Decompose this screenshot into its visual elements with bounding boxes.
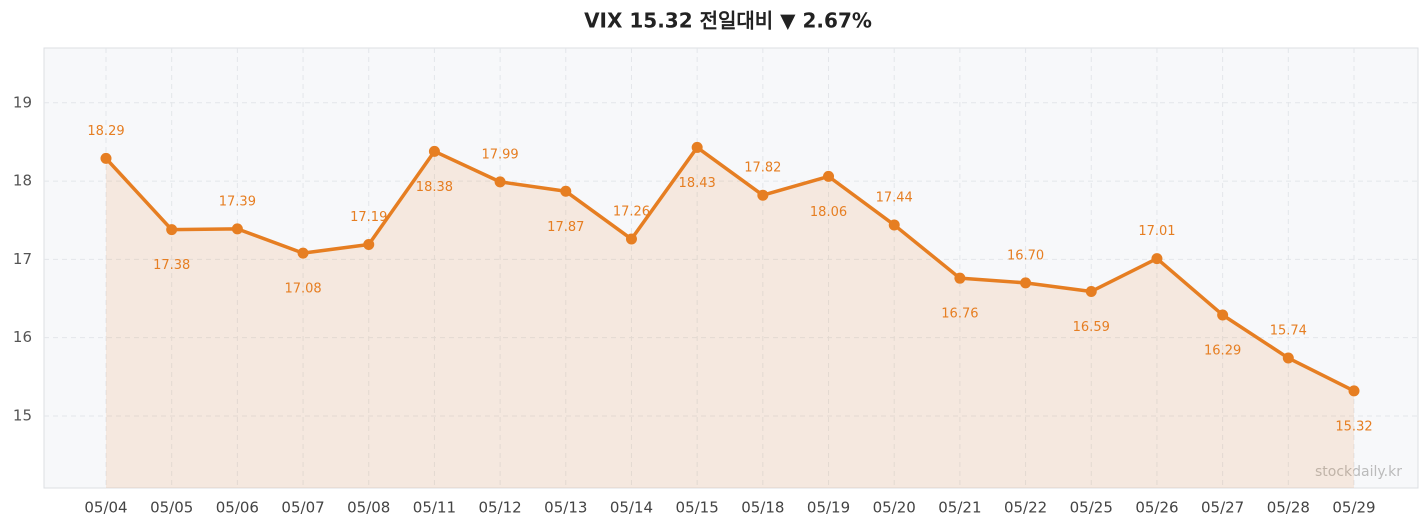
point — [823, 170, 835, 182]
x-tick-label: 05/04 — [84, 499, 127, 517]
point — [1085, 285, 1097, 297]
point — [757, 189, 769, 201]
x-tick-label: 05/08 — [347, 499, 390, 517]
y-tick-label: 15 — [13, 406, 32, 424]
point — [1151, 253, 1163, 265]
value-label: 17.39 — [219, 194, 256, 209]
value-label: 17.19 — [350, 210, 387, 225]
chart-title: VIX 15.32 전일대비 ▼ 2.67% — [584, 9, 872, 33]
point — [100, 152, 112, 164]
x-tick-label: 05/29 — [1332, 499, 1375, 517]
point — [625, 233, 637, 245]
x-tick-label: 05/12 — [478, 499, 521, 517]
y-tick-label: 18 — [13, 172, 32, 190]
point — [691, 141, 703, 153]
x-tick-label: 05/07 — [281, 499, 324, 517]
point — [494, 176, 506, 188]
value-label: 18.06 — [810, 205, 847, 220]
value-label: 17.44 — [876, 190, 913, 205]
value-label: 15.74 — [1270, 324, 1307, 339]
value-label: 16.76 — [941, 307, 978, 322]
value-label: 17.08 — [284, 282, 321, 297]
y-tick-label: 19 — [13, 93, 32, 111]
point — [954, 272, 966, 284]
value-label: 18.43 — [679, 176, 716, 191]
x-tick-label: 05/13 — [544, 499, 587, 517]
value-label: 18.29 — [87, 124, 124, 139]
x-tick-label: 05/06 — [216, 499, 259, 517]
point — [1020, 277, 1032, 289]
line — [104, 145, 1355, 393]
point — [363, 239, 375, 251]
point — [1217, 309, 1229, 321]
x-tick-label: 05/21 — [938, 499, 981, 517]
x-tick-label: 05/28 — [1267, 499, 1310, 517]
y-tick-label: 16 — [13, 328, 32, 346]
value-label: 17.26 — [613, 205, 650, 220]
point — [888, 219, 900, 231]
x-tick-label: 05/27 — [1201, 499, 1244, 517]
plot-area — [43, 47, 1419, 489]
point — [297, 247, 309, 259]
point — [166, 224, 178, 236]
value-label: 16.29 — [1204, 343, 1241, 358]
value-label: 17.99 — [481, 147, 518, 162]
point — [1348, 385, 1360, 397]
value-label: 18.38 — [416, 180, 453, 195]
value-label: 16.70 — [1007, 248, 1044, 263]
x-tick-label: 05/20 — [873, 499, 916, 517]
value-label: 17.87 — [547, 220, 584, 235]
x-tick-label: 05/25 — [1070, 499, 1113, 517]
x-tick-label: 05/26 — [1135, 499, 1178, 517]
point — [1282, 352, 1294, 364]
x-tick-label: 05/05 — [150, 499, 193, 517]
value-label: 16.59 — [1073, 320, 1110, 335]
x-tick-label: 05/18 — [741, 499, 784, 517]
value-label: 17.01 — [1138, 224, 1175, 239]
x-tick-label: 05/19 — [807, 499, 850, 517]
point — [428, 145, 440, 157]
point — [560, 185, 572, 197]
watermark: stockdaily.kr — [1315, 464, 1402, 480]
area-fill — [106, 147, 1354, 488]
value-label: 17.38 — [153, 258, 190, 273]
value-label: 17.82 — [744, 161, 781, 176]
x-tick-label: 05/11 — [413, 499, 456, 517]
point — [231, 223, 243, 235]
x-tick-label: 05/15 — [676, 499, 719, 517]
x-tick-label: 05/22 — [1004, 499, 1047, 517]
x-tick-label: 05/14 — [610, 499, 653, 517]
y-tick-label: 17 — [13, 250, 32, 268]
value-label: 15.32 — [1335, 419, 1372, 434]
